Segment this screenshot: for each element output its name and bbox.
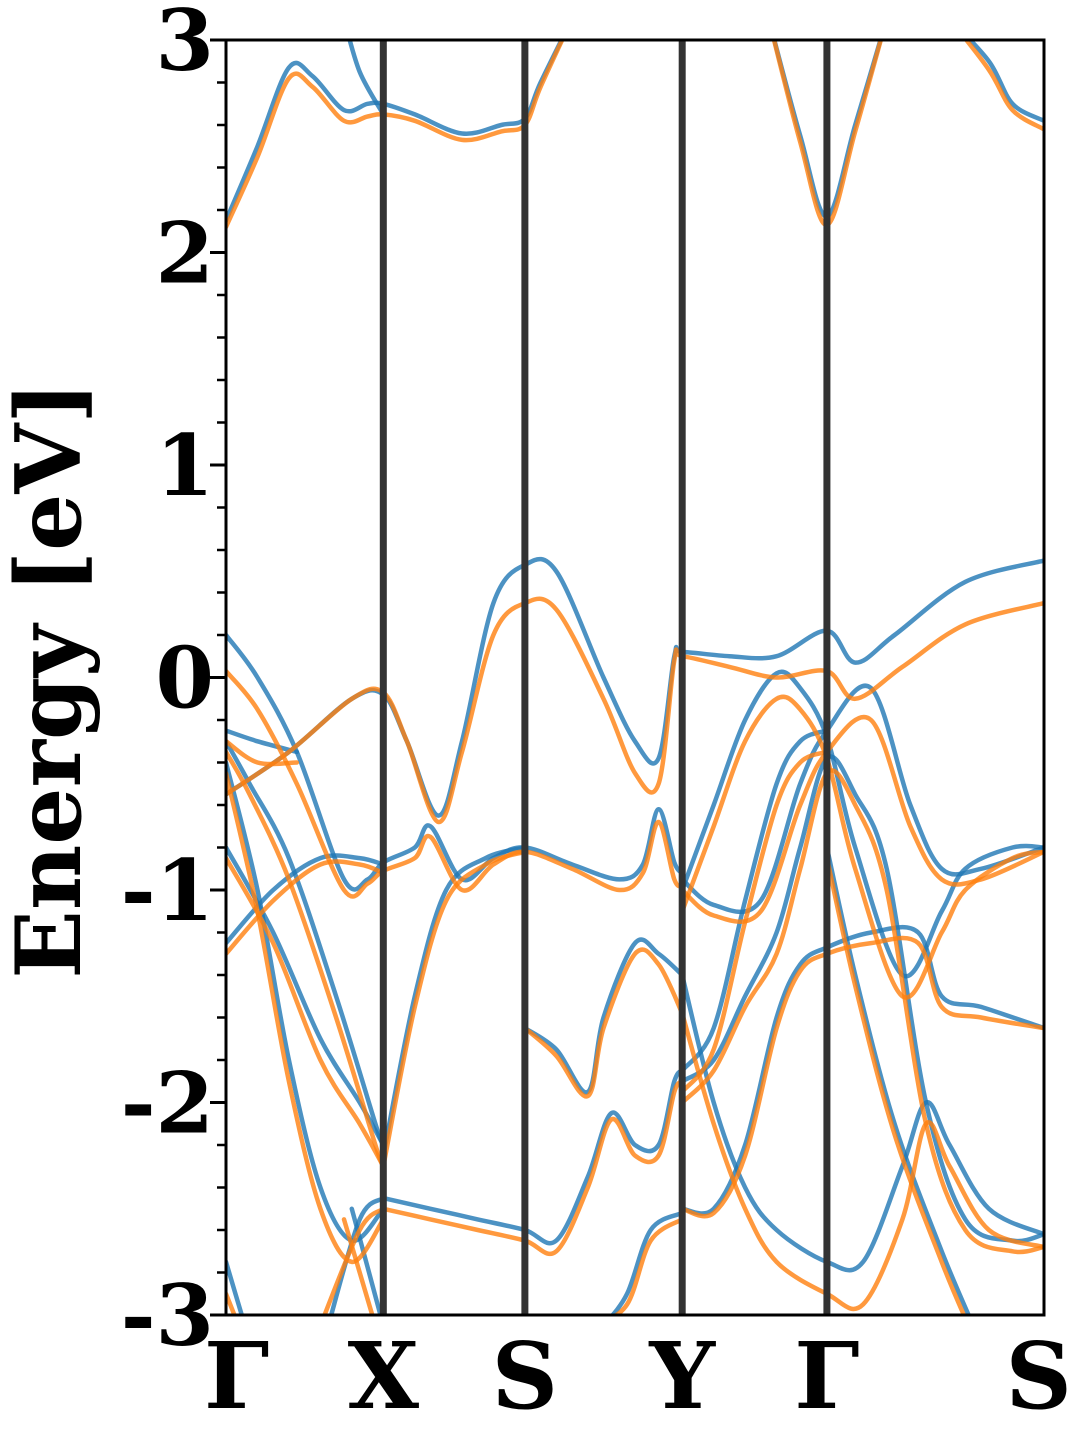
x-tick-label: X	[348, 1322, 420, 1430]
y-tick-label: -1	[121, 841, 214, 940]
band-line	[381, 1079, 685, 1257]
band-line	[226, 40, 565, 223]
band-line	[347, 40, 386, 117]
band-line	[226, 668, 685, 899]
band-line	[226, 739, 300, 767]
x-tick-label: S	[1006, 1322, 1072, 1430]
band-line	[679, 669, 1044, 979]
band-line	[322, 1206, 386, 1315]
band-line	[226, 749, 386, 1169]
band-line	[226, 596, 1044, 825]
y-tick-labels: 3 2 1 0 -1 -2 -3	[121, 0, 214, 1365]
band-line	[679, 935, 1044, 1219]
high-symmetry-dividers	[379, 40, 831, 1315]
band-line	[963, 40, 1044, 132]
y-tick-label: -3	[121, 1266, 214, 1365]
band-line	[522, 947, 685, 1099]
y-tick-label: 1	[156, 416, 214, 515]
band-line	[609, 1210, 685, 1315]
band-line	[226, 770, 386, 1265]
y-tick-label: 2	[156, 204, 214, 303]
x-tick-label: Y	[648, 1322, 716, 1430]
band-line	[226, 739, 386, 1148]
band-line	[226, 859, 386, 957]
band-line	[226, 632, 685, 892]
band-line	[679, 1011, 1044, 1312]
band-line	[226, 728, 300, 755]
band-line	[328, 1195, 386, 1315]
band-line	[679, 728, 830, 1073]
band-line	[381, 849, 528, 1169]
band-line	[824, 855, 967, 1315]
band-line	[522, 937, 685, 1095]
y-tick-label: 0	[156, 629, 214, 728]
band-line	[679, 694, 1044, 1000]
band-line	[341, 1217, 375, 1315]
x-tick-label: S	[492, 1322, 558, 1430]
band-line	[679, 754, 1044, 1244]
band-line	[679, 768, 1044, 1255]
x-tick-label: Γ	[794, 1322, 859, 1430]
y-tick-label: -2	[121, 1054, 214, 1153]
y-major-ticks	[210, 38, 226, 1317]
band-line	[679, 972, 1044, 1273]
plot-frame	[224, 38, 1046, 1317]
x-tick-label: Γ	[204, 1322, 269, 1430]
band-line	[824, 845, 972, 1315]
band-line	[679, 749, 830, 1095]
band-line	[349, 1206, 383, 1315]
band-line	[612, 1217, 685, 1315]
band-lines	[226, 40, 1044, 1315]
band-line	[967, 40, 1044, 124]
y-axis-label: Energy [eV]	[0, 381, 102, 979]
y-tick-label: 3	[156, 0, 214, 90]
band-line	[381, 845, 528, 1158]
